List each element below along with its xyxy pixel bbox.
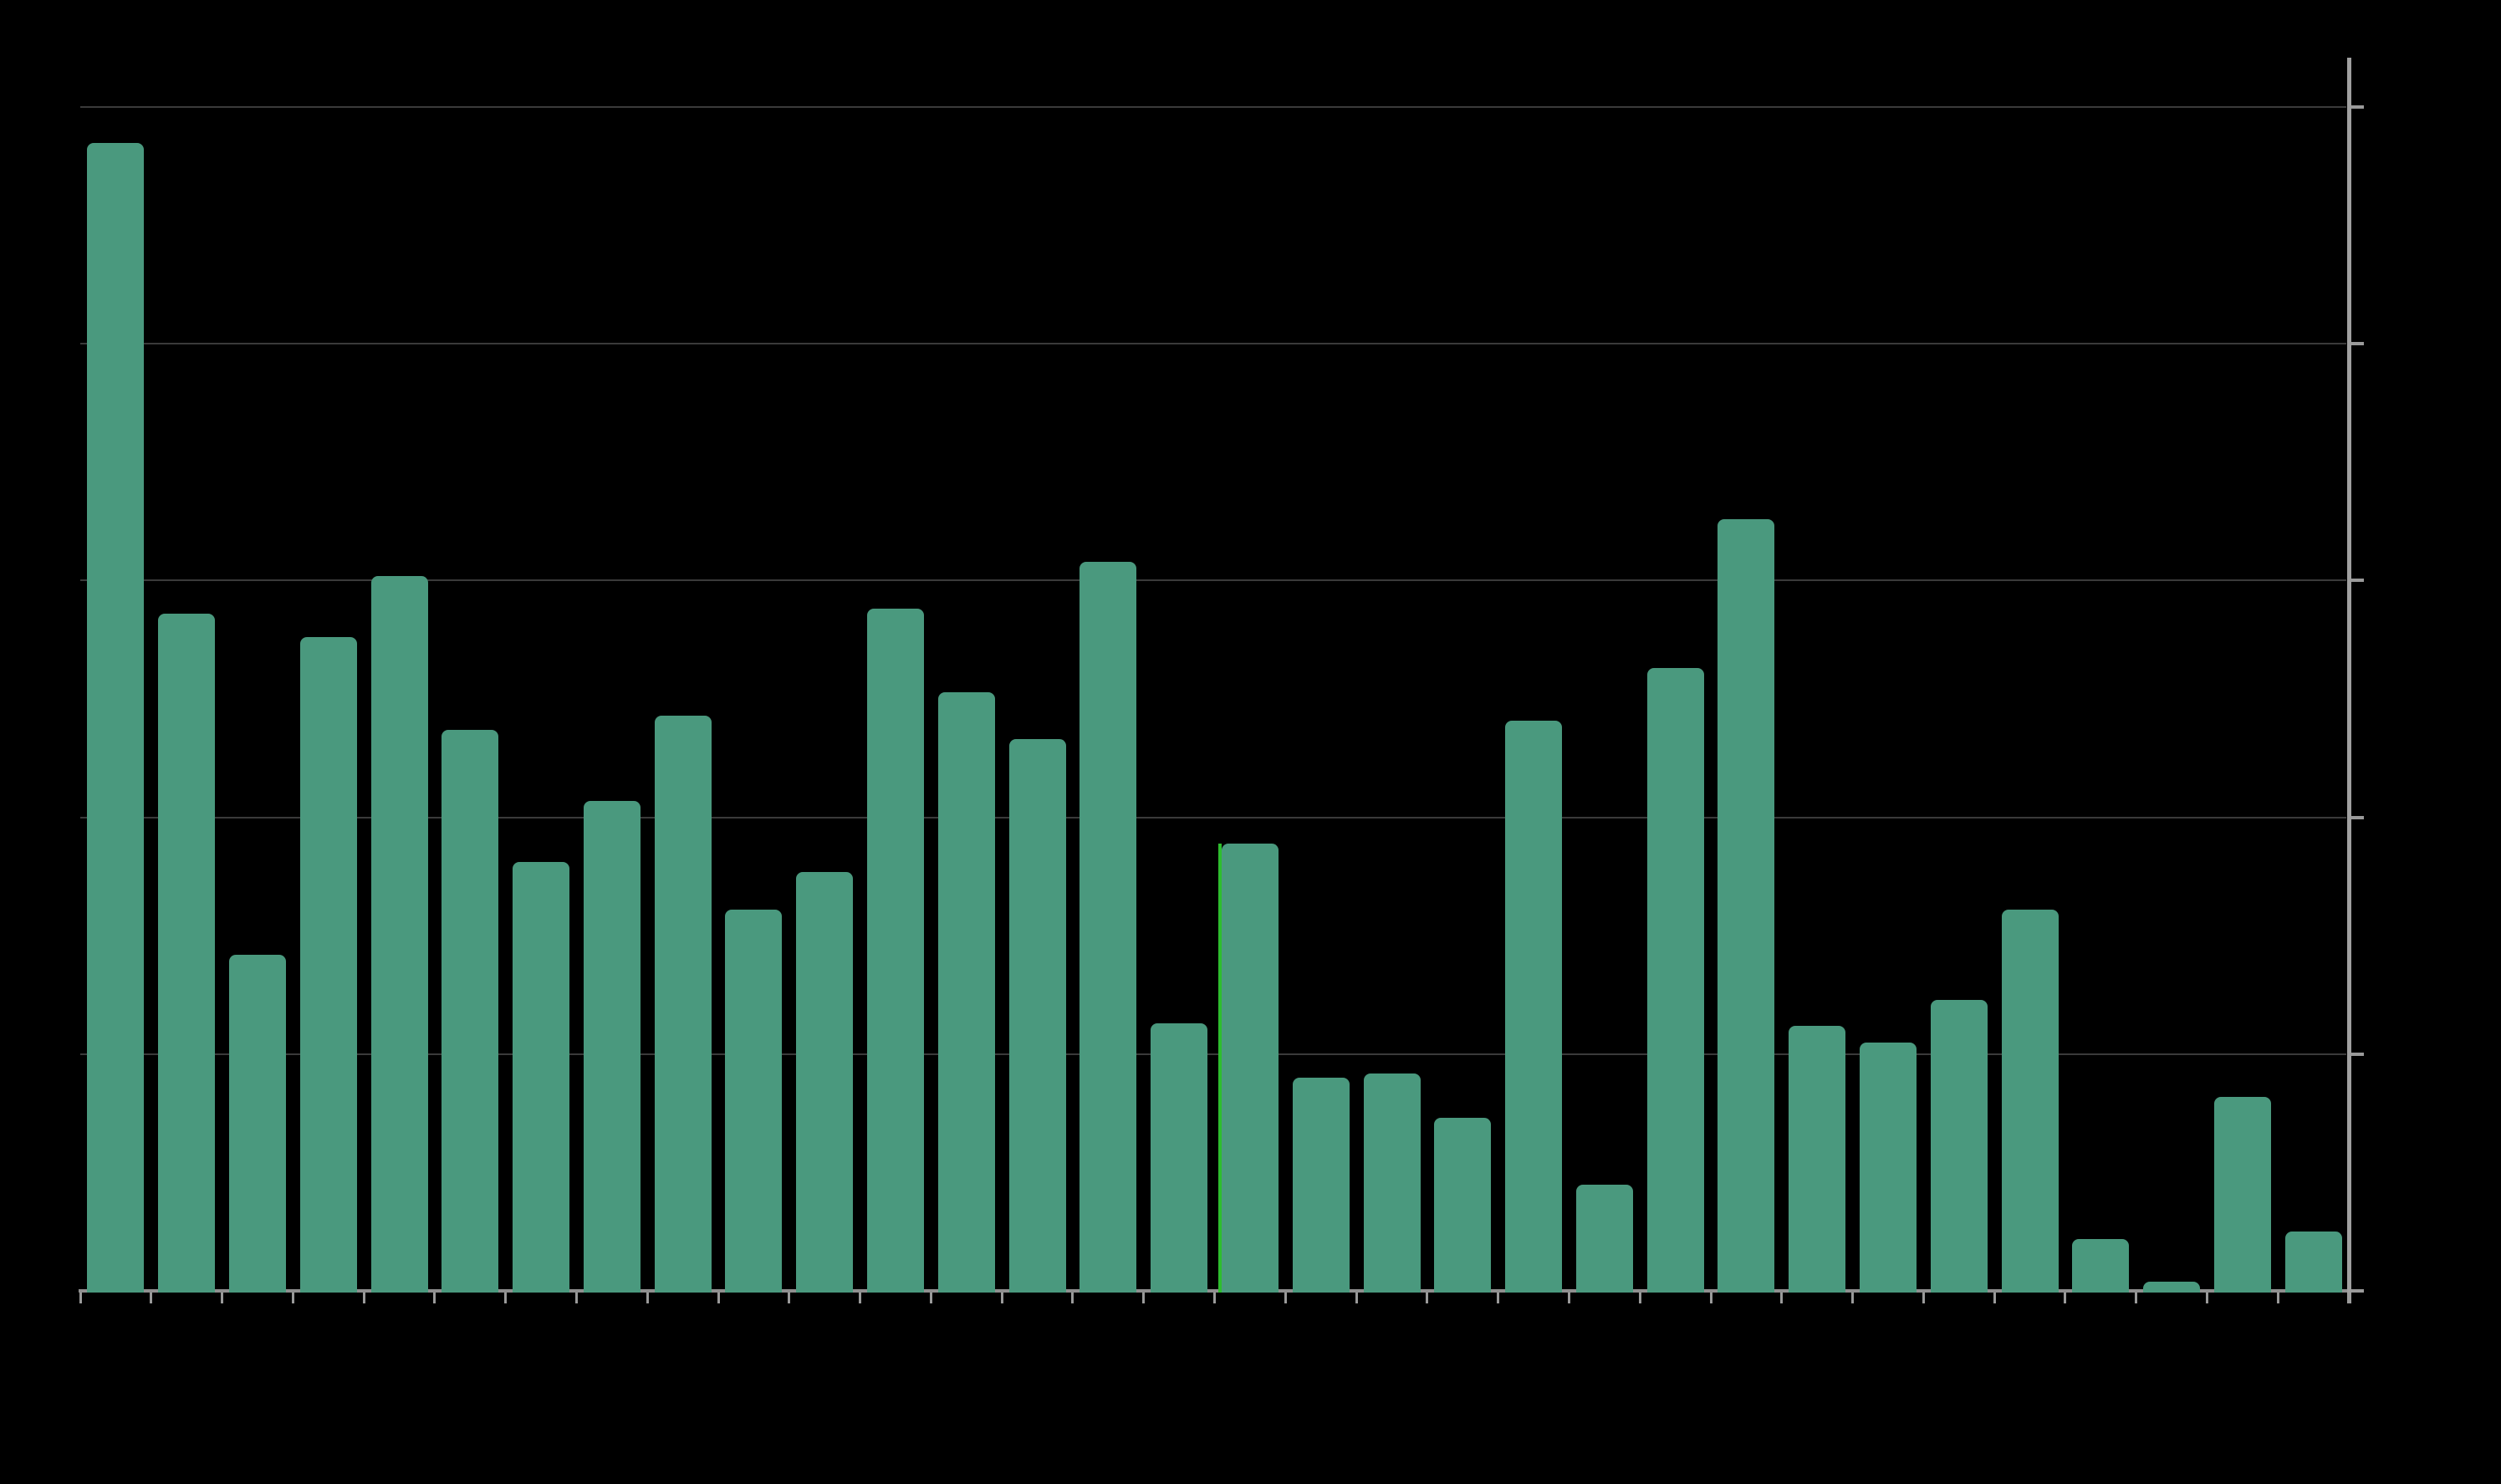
y-gridline <box>80 106 2346 108</box>
y-gridline <box>80 579 2346 582</box>
histogram-bar <box>867 609 924 1293</box>
x-tick-mark <box>1567 1293 1570 1303</box>
x-tick-mark <box>2276 1293 2279 1303</box>
x-tick-mark <box>433 1293 436 1303</box>
histogram-bar <box>229 954 286 1293</box>
histogram-bar <box>2001 910 2059 1293</box>
x-tick-mark <box>717 1293 720 1303</box>
y-gridline <box>80 343 2346 345</box>
x-tick-mark <box>1497 1293 1500 1303</box>
histogram-bar <box>442 729 499 1293</box>
y-gridline <box>80 1053 2346 1055</box>
y-tick-mark <box>2350 1052 2364 1056</box>
x-tick-mark <box>859 1293 862 1303</box>
histogram-bar <box>513 862 570 1293</box>
x-tick-mark <box>1000 1293 1003 1303</box>
x-tick-mark <box>2064 1293 2067 1303</box>
y-tick-mark <box>2350 105 2364 109</box>
histogram-bar <box>2284 1232 2342 1293</box>
x-tick-mark <box>575 1293 578 1303</box>
x-tick-mark <box>150 1293 153 1303</box>
x-tick-mark <box>2347 1293 2350 1303</box>
x-tick-mark <box>2135 1293 2138 1303</box>
x-tick-mark <box>1355 1293 1358 1303</box>
x-tick-mark <box>1142 1293 1146 1303</box>
x-tick-mark <box>1638 1293 1641 1303</box>
x-tick-mark <box>1709 1293 1712 1303</box>
histogram-bar <box>1718 518 1775 1293</box>
histogram-bar <box>937 691 995 1293</box>
histogram-bar <box>1646 668 1704 1293</box>
x-tick-mark <box>1780 1293 1784 1303</box>
histogram-bar <box>87 142 145 1293</box>
x-tick-mark <box>1922 1293 1925 1303</box>
histogram-bar <box>1008 739 1066 1293</box>
y-axis-right-spine <box>2346 58 2351 1303</box>
histogram-bar <box>2143 1281 2201 1293</box>
histogram-bar <box>725 910 783 1293</box>
x-tick-mark <box>1284 1293 1287 1303</box>
x-tick-mark <box>929 1293 932 1303</box>
x-tick-mark <box>2205 1293 2208 1303</box>
histogram-bar <box>1080 561 1137 1293</box>
histogram-bar <box>1859 1042 1917 1293</box>
x-tick-mark <box>1213 1293 1216 1303</box>
y-tick-mark <box>2350 1289 2364 1293</box>
y-tick-mark <box>2350 815 2364 819</box>
y-gridline <box>80 816 2346 818</box>
histogram-bar <box>1575 1184 1633 1293</box>
histogram-bar <box>654 715 712 1293</box>
x-tick-mark <box>788 1293 791 1303</box>
y-tick-mark <box>2350 342 2364 346</box>
x-tick-mark <box>291 1293 294 1303</box>
histogram-bar <box>370 575 428 1293</box>
histogram-bar <box>1292 1078 1350 1293</box>
histogram-bar <box>158 614 216 1293</box>
x-tick-mark <box>1071 1293 1074 1303</box>
x-tick-mark <box>221 1293 224 1303</box>
x-tick-mark <box>646 1293 649 1303</box>
histogram-bar <box>796 871 854 1293</box>
histogram-bar <box>2072 1238 2130 1293</box>
histogram-bar <box>1221 843 1279 1293</box>
x-tick-mark <box>1993 1293 1996 1303</box>
histogram-bar <box>1930 999 1988 1293</box>
histogram-bar <box>1151 1023 1208 1293</box>
histogram-bar <box>1789 1025 1846 1293</box>
histogram-bar <box>1363 1073 1421 1293</box>
highlight-line <box>1217 843 1222 1293</box>
x-tick-mark <box>362 1293 365 1303</box>
histogram-bar <box>1434 1118 1492 1293</box>
histogram-bar <box>2213 1096 2271 1293</box>
histogram-bar <box>583 800 641 1293</box>
x-tick-mark <box>1851 1293 1854 1303</box>
x-tick-mark <box>79 1293 82 1303</box>
histogram-bar <box>1505 720 1562 1293</box>
y-tick-mark <box>2350 579 2364 583</box>
x-tick-mark <box>504 1293 508 1303</box>
x-axis-line <box>79 1289 2349 1293</box>
x-tick-mark <box>1426 1293 1429 1303</box>
histogram-bar <box>299 637 357 1293</box>
